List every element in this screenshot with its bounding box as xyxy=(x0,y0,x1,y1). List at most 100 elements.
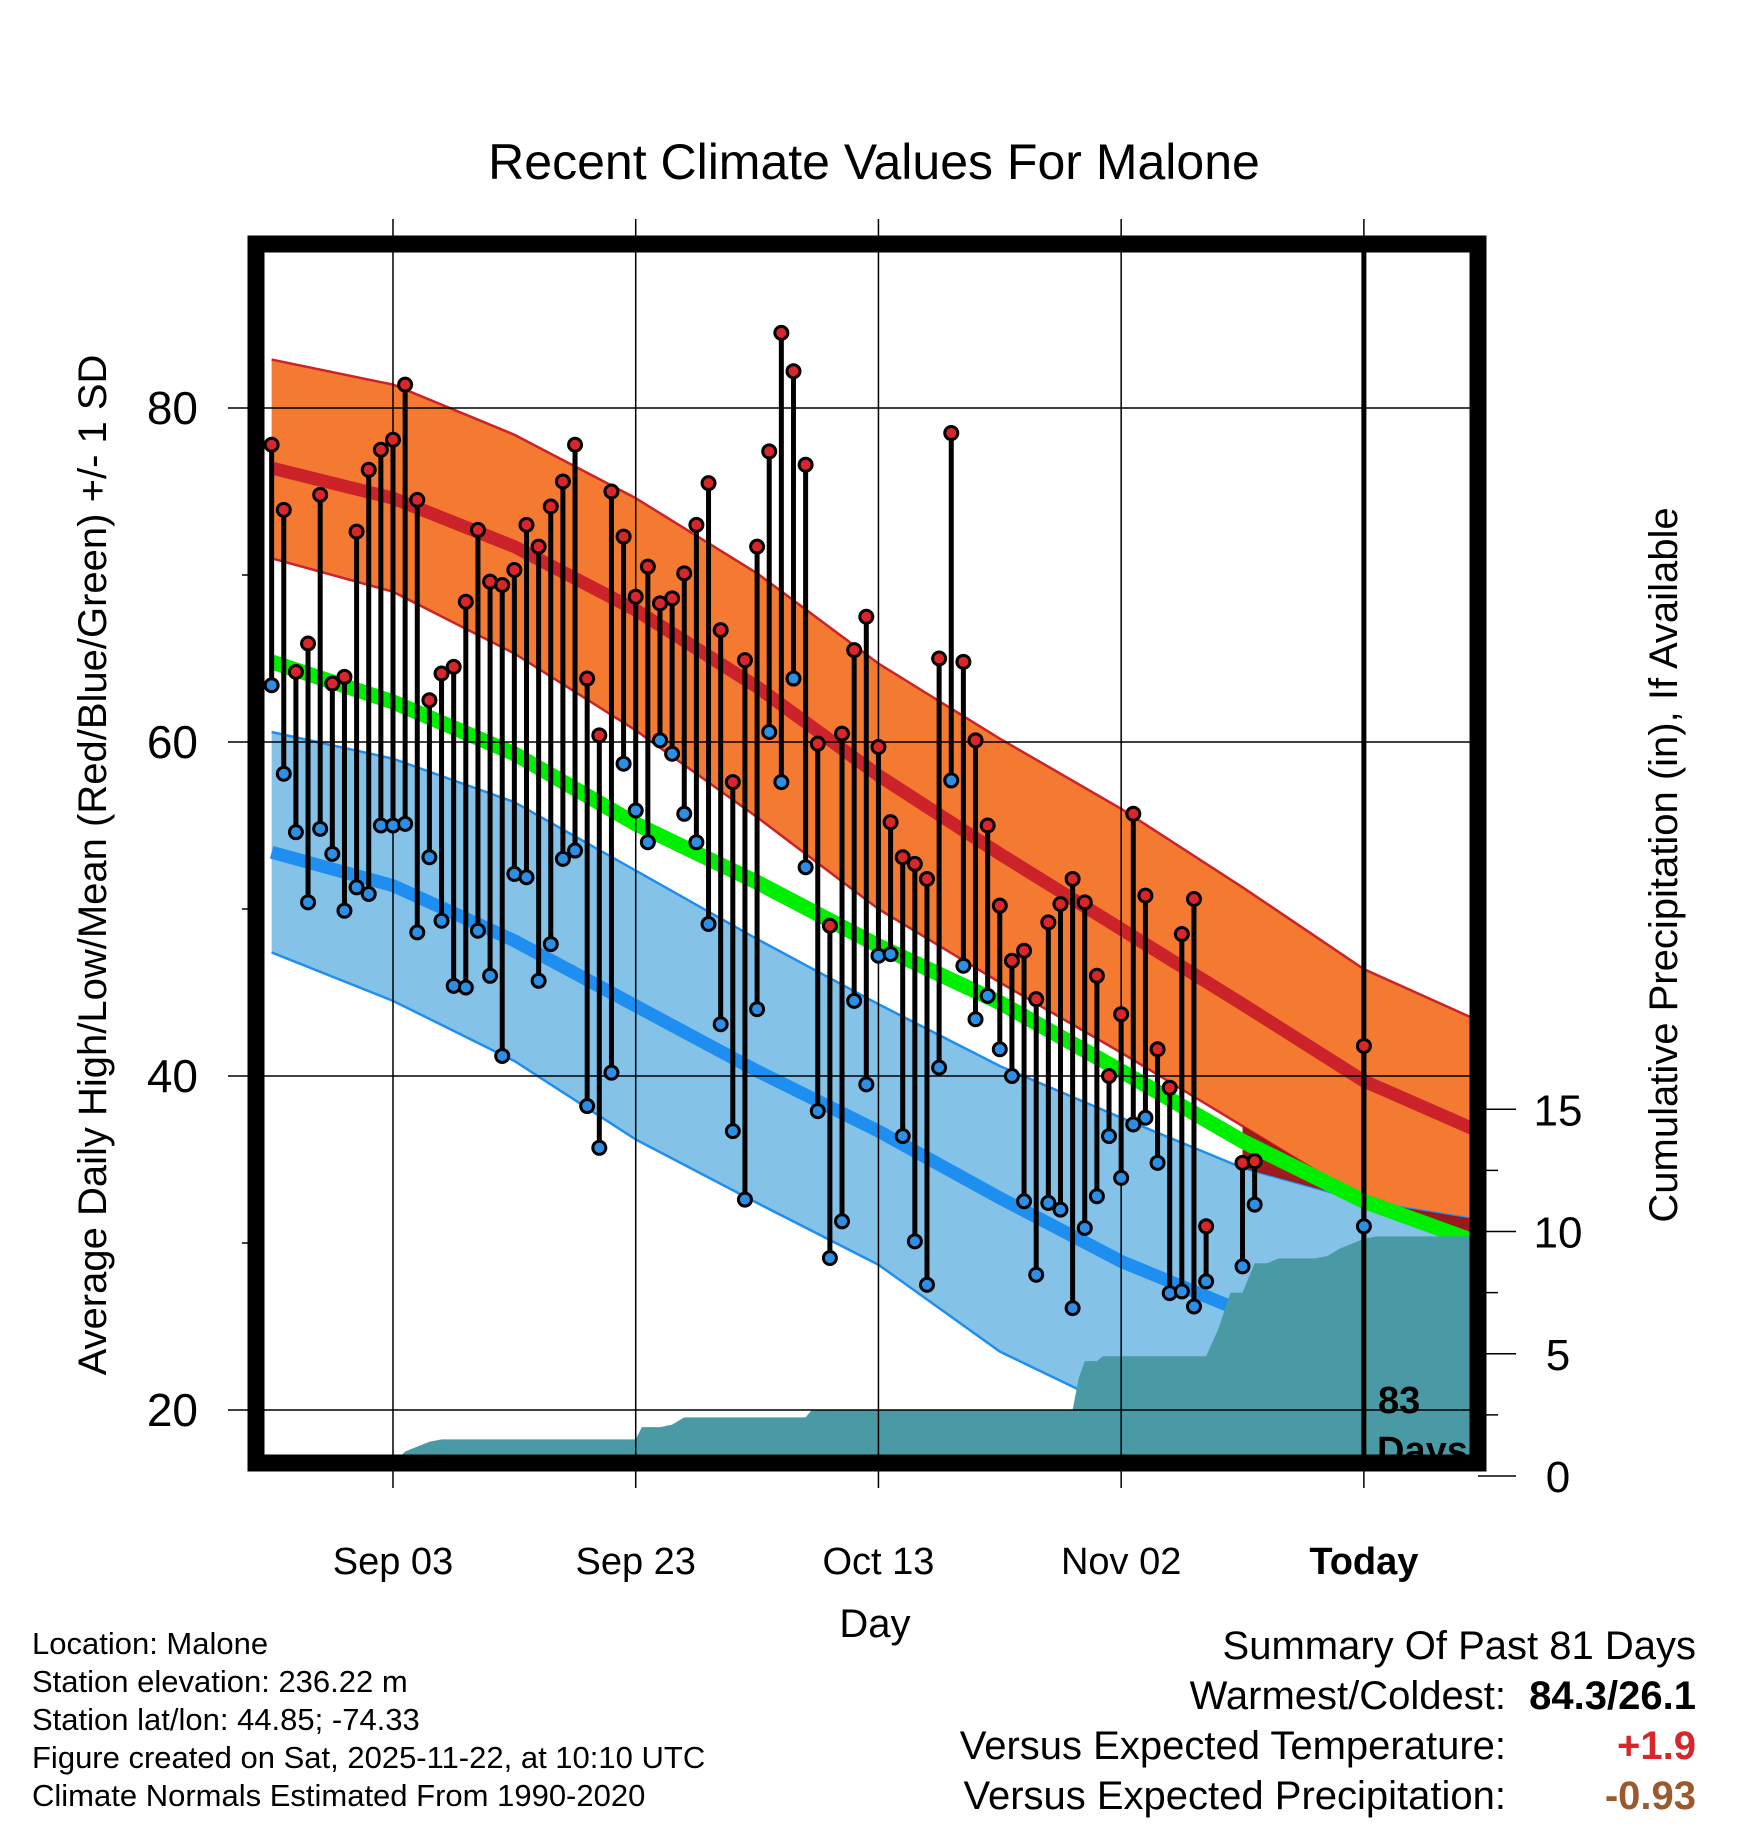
daily-high-point xyxy=(457,593,474,610)
daily-high-point xyxy=(797,456,814,473)
daily-low-point xyxy=(858,1076,875,1093)
daily-low-point xyxy=(967,1011,984,1028)
daily-low-point xyxy=(688,834,705,851)
daily-low-point xyxy=(567,842,584,859)
normals-text: Climate Normals Estimated From 1990-2020 xyxy=(32,1778,646,1813)
daily-low-point xyxy=(1064,1300,1081,1317)
chart-title: Recent Climate Values For Malone xyxy=(488,134,1260,190)
daily-low-point xyxy=(736,1191,753,1208)
daily-low-point xyxy=(749,1001,766,1018)
daily-low-point xyxy=(1234,1258,1251,1275)
daily-high-point xyxy=(530,538,547,555)
daily-high-point xyxy=(421,692,438,709)
summary-temp-row: Versus Expected Temperature: +1.9 xyxy=(960,1721,1696,1771)
y-tick-label: 40 xyxy=(147,1050,198,1102)
daily-high-point xyxy=(834,725,851,742)
daily-high-point xyxy=(372,441,389,458)
daily-low-point xyxy=(1101,1128,1118,1145)
x-tick-label: Sep 23 xyxy=(575,1541,695,1583)
y2-tick-label: 0 xyxy=(1546,1453,1570,1502)
daily-high-point xyxy=(749,538,766,555)
daily-low-point xyxy=(918,1276,935,1293)
daily-low-point xyxy=(785,670,802,687)
daily-low-point xyxy=(979,987,996,1004)
station-info: Location: Malone Station elevation: 236.… xyxy=(32,1625,705,1815)
summary-precip-row: Versus Expected Precipitation: -0.93 xyxy=(960,1771,1696,1821)
daily-high-point xyxy=(1113,1006,1130,1023)
daily-high-point xyxy=(943,425,960,442)
daily-high-point xyxy=(360,461,377,478)
warmest-label: Warmest/Coldest: xyxy=(1189,1674,1506,1718)
daily-low-point xyxy=(1198,1273,1215,1290)
daily-high-point xyxy=(506,561,523,578)
daily-low-point xyxy=(676,805,693,822)
daily-low-point xyxy=(1040,1194,1057,1211)
daily-high-point xyxy=(870,739,887,756)
daily-low-point xyxy=(931,1059,948,1076)
daily-high-point xyxy=(736,652,753,669)
daily-low-point xyxy=(469,922,486,939)
daily-high-point xyxy=(724,774,741,791)
location-text: Location: Malone xyxy=(32,1626,269,1661)
daily-low-point xyxy=(761,723,778,740)
daily-high-point xyxy=(1003,952,1020,969)
x-tick-label: Sep 03 xyxy=(333,1541,453,1583)
daily-high-point xyxy=(385,431,401,448)
daily-high-point xyxy=(567,436,584,453)
daily-low-point xyxy=(300,894,317,911)
daily-low-point xyxy=(1016,1193,1033,1210)
daily-high-point xyxy=(700,475,717,492)
daily-high-point xyxy=(542,498,559,515)
daily-low-point xyxy=(263,677,280,694)
daily-low-point xyxy=(955,957,972,974)
daily-low-point xyxy=(834,1213,851,1230)
y2-tick-label: 15 xyxy=(1534,1086,1583,1135)
daily-high-point xyxy=(627,588,644,605)
created-text: Figure created on Sat, 2025-11-22, at 10… xyxy=(32,1740,706,1775)
daily-low-point xyxy=(421,849,438,866)
latlon-text: Station lat/lon: 44.85; -74.33 xyxy=(32,1702,420,1737)
cumulative-precip-area xyxy=(271,1236,1478,1463)
daily-high-point xyxy=(1064,870,1081,887)
daily-low-point xyxy=(603,1064,620,1081)
daily-low-point xyxy=(275,765,292,782)
x-tick-label: Today xyxy=(1309,1541,1418,1583)
daily-low-point xyxy=(1113,1169,1130,1186)
daily-low-point xyxy=(651,732,668,749)
daily-high-point xyxy=(1088,967,1105,984)
daily-high-point xyxy=(518,516,535,533)
summary-heading: Summary Of Past 81 Days xyxy=(1222,1624,1696,1668)
daily-high-point xyxy=(579,670,596,687)
daily-low-point xyxy=(1149,1154,1166,1171)
daily-high-point xyxy=(445,658,462,675)
daily-low-point xyxy=(1355,1218,1372,1235)
daily-low-point xyxy=(1088,1188,1105,1205)
daily-high-point xyxy=(1173,926,1190,943)
daily-low-point xyxy=(1137,1109,1154,1126)
daily-high-point xyxy=(1161,1079,1178,1096)
daily-high-point xyxy=(1052,895,1069,912)
plot-frame xyxy=(247,235,1487,1472)
daily-low-point xyxy=(1246,1196,1263,1213)
daily-high-point xyxy=(676,565,693,582)
daily-high-point xyxy=(991,897,1008,914)
daily-high-point xyxy=(433,665,450,682)
daily-low-point xyxy=(797,859,814,876)
daily-high-point xyxy=(785,363,802,380)
daily-high-point xyxy=(773,324,790,341)
days-unit-label: Days xyxy=(1377,1430,1468,1472)
daily-low-point xyxy=(846,992,863,1009)
daily-high-point xyxy=(263,436,280,453)
daily-high-point xyxy=(397,376,414,393)
daily-high-point xyxy=(300,635,317,652)
daily-high-point xyxy=(821,917,838,934)
daily-high-point xyxy=(1149,1041,1166,1058)
y-tick-label: 80 xyxy=(147,382,198,434)
daily-high-point xyxy=(967,732,984,749)
daily-low-point xyxy=(530,972,547,989)
daily-high-point xyxy=(312,486,329,503)
daily-high-point xyxy=(1040,914,1057,931)
daily-low-point xyxy=(906,1233,923,1250)
daily-low-point xyxy=(324,845,341,862)
daily-low-point xyxy=(1003,1068,1020,1084)
